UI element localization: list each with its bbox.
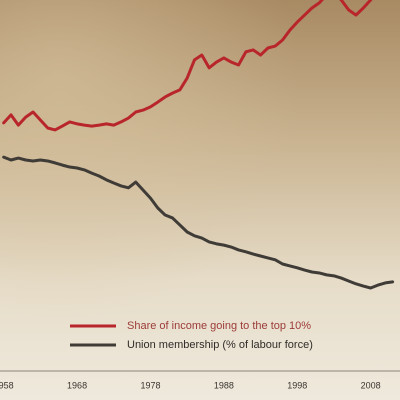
- x-tick-label: 1958: [0, 380, 14, 390]
- data-line: [2, 155, 395, 290]
- data-line: [2, 0, 373, 132]
- x-tick-label: 2008: [361, 380, 381, 390]
- x-axis-labels: 1958 1968 1978 1988 1998 2008: [0, 380, 381, 390]
- legend: Share of income going to the top 10% Unio…: [70, 320, 313, 351]
- x-tick-label: 1968: [67, 380, 87, 390]
- plot-area: [2, 0, 395, 290]
- x-tick-label: 1988: [214, 380, 234, 390]
- x-tick-label: 1978: [140, 380, 160, 390]
- legend-label: Share of income going to the top 10%: [127, 320, 311, 332]
- x-tick-label: 1998: [287, 380, 307, 390]
- legend-label: Union membership (% of labour force): [127, 339, 313, 351]
